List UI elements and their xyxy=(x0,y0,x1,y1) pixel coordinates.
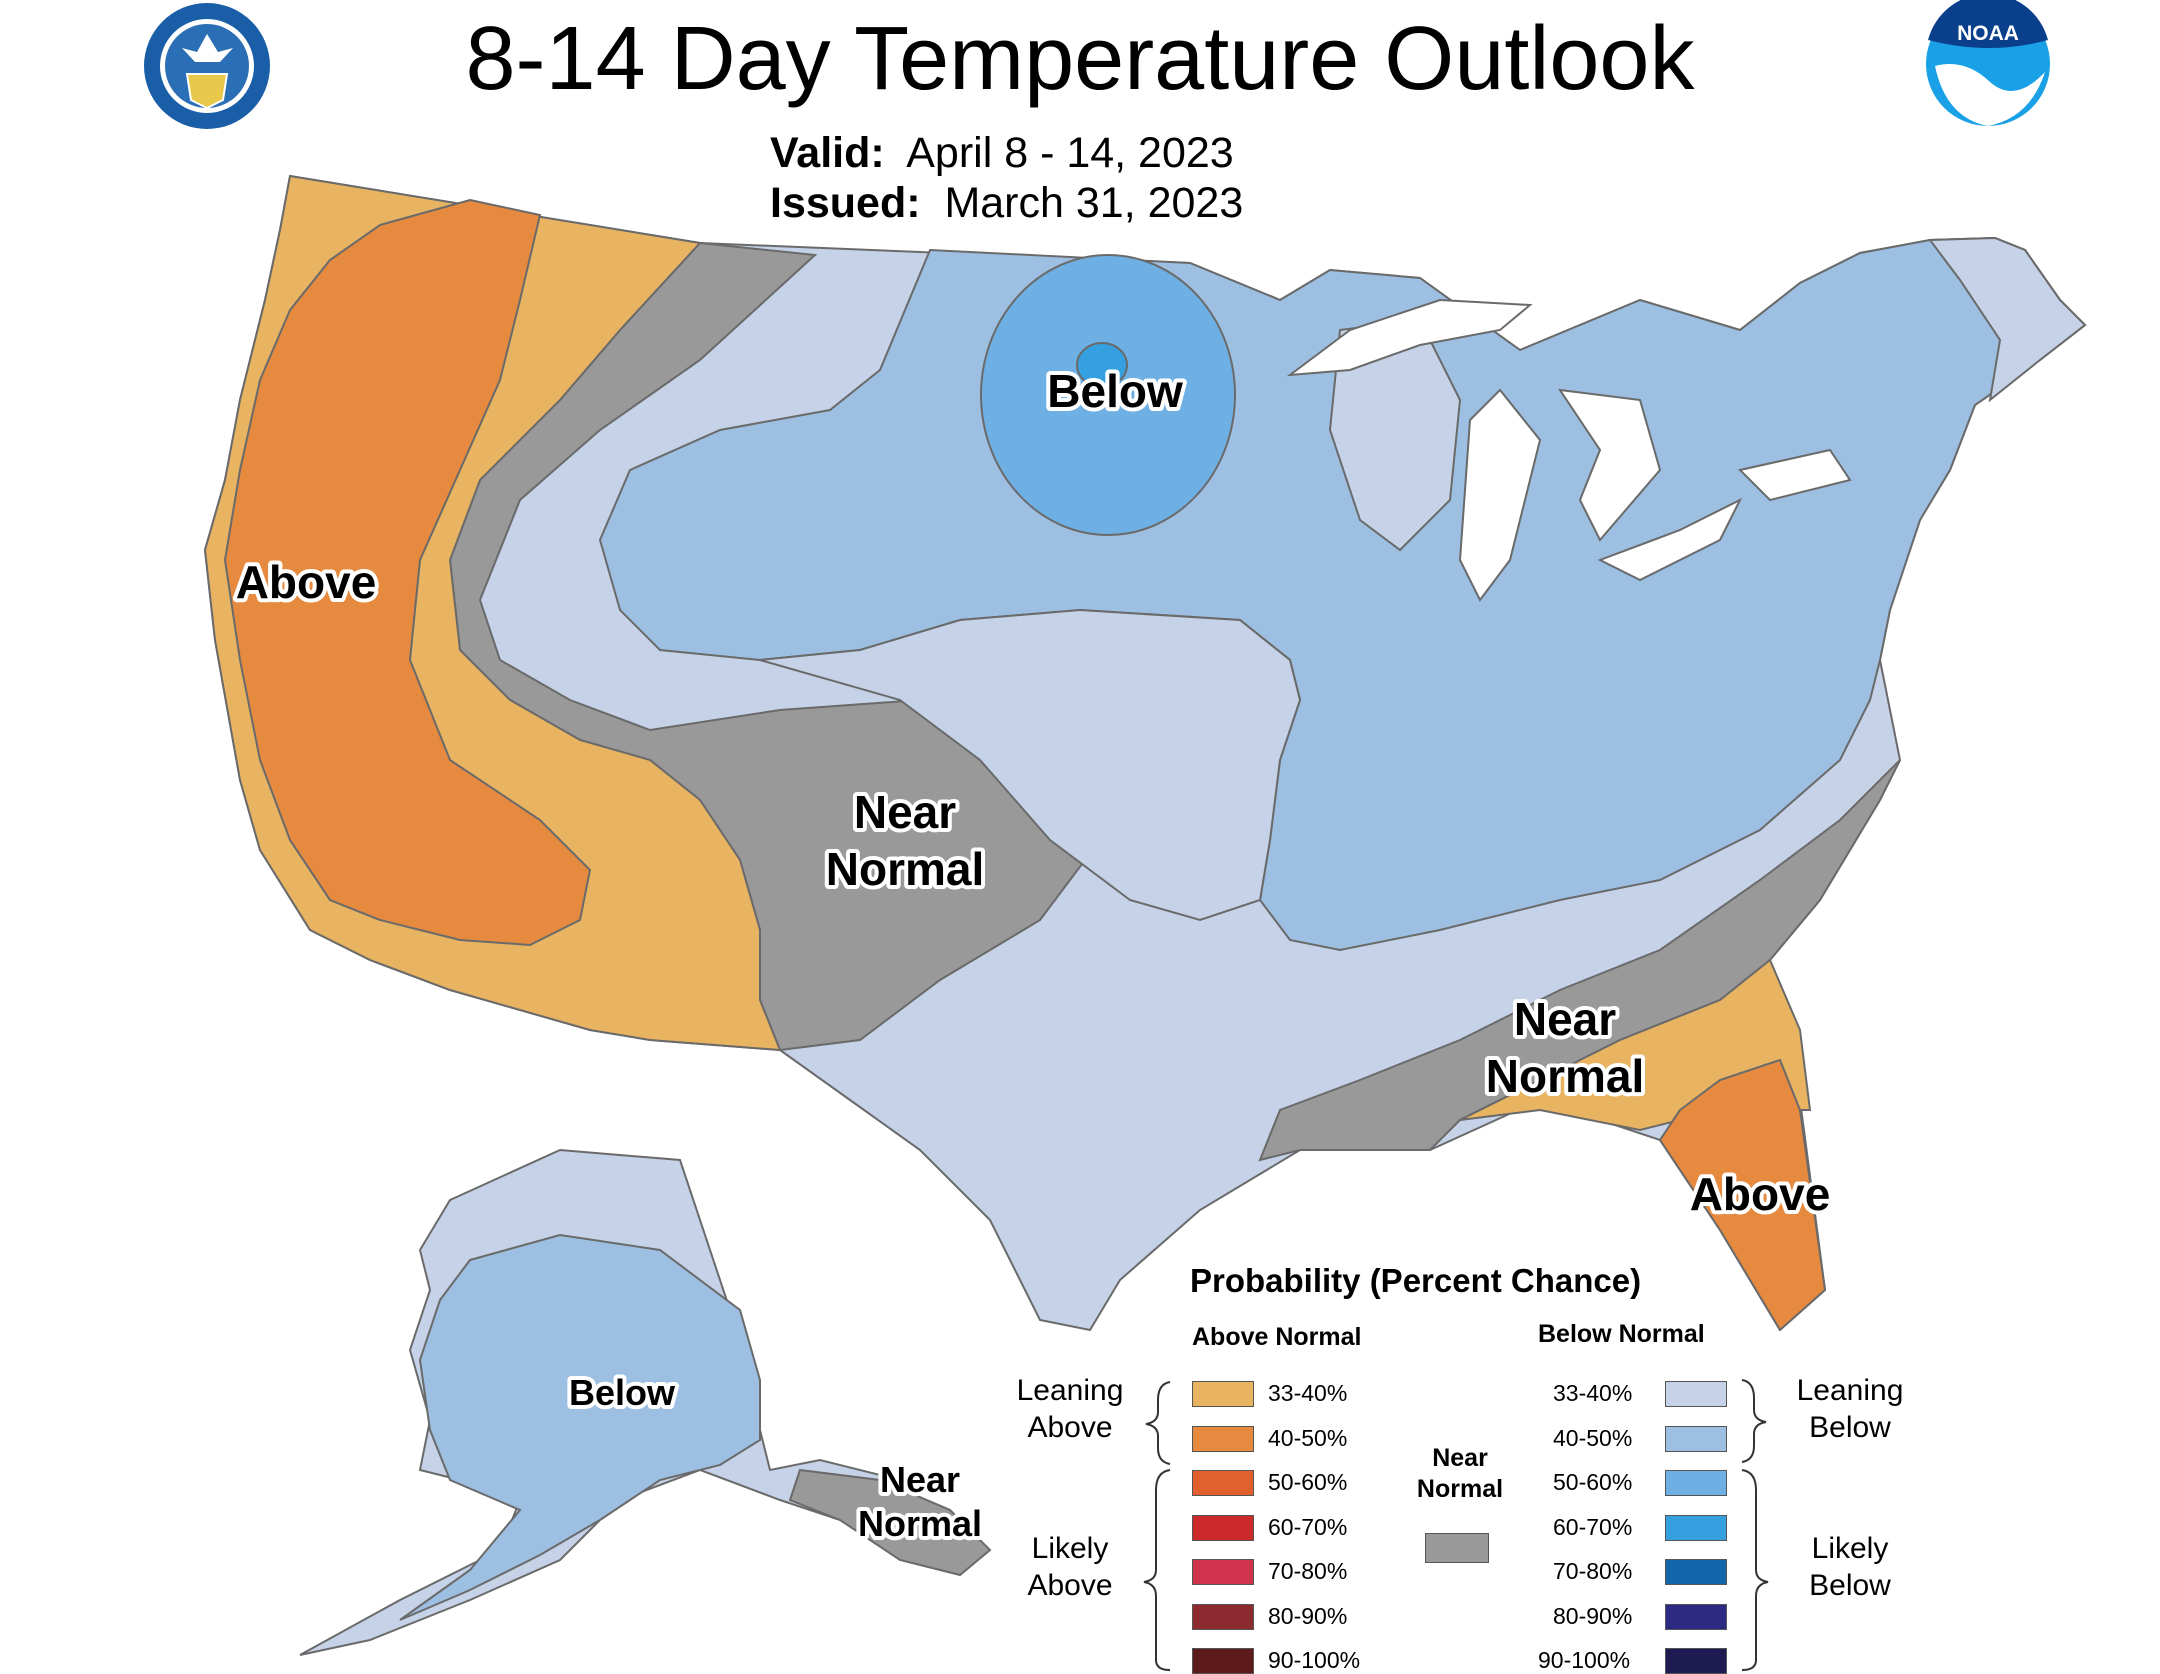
brace-leaning-below xyxy=(1741,1379,1767,1463)
alaska-below-40-50-region xyxy=(399,1233,761,1621)
maine-leaning-region xyxy=(1928,236,2087,403)
legend-leaning-below-1: Leaning xyxy=(1796,1374,1904,1407)
legend-below-range: 70-80% xyxy=(1553,1558,1633,1584)
north-below-40-50-region xyxy=(598,236,2087,952)
label-sw-near-2: Normal xyxy=(826,843,984,895)
legend-below-swatch xyxy=(1665,1648,1727,1674)
legend-likely-above: Likely Above xyxy=(1005,1530,1135,1604)
legend-likely-below: Likely Below xyxy=(1785,1530,1915,1604)
label-north-below: Below xyxy=(1047,365,1183,417)
legend-above-range: 60-70% xyxy=(1268,1513,1348,1540)
legend-above-range: 80-90% xyxy=(1268,1602,1348,1629)
legend-likely-above-2: Above xyxy=(1027,1569,1113,1602)
label-alaska-below: Below xyxy=(569,1372,676,1413)
label-florida-above: Above xyxy=(1690,1168,1831,1220)
legend-leaning-below: Leaning Below xyxy=(1785,1372,1915,1446)
legend-above-range: 33-40% xyxy=(1268,1380,1348,1406)
legend-above-swatch xyxy=(1192,1470,1254,1496)
valid-line: Valid: April 8 - 14, 2023 xyxy=(770,128,1234,178)
legend-below-range: 90-100% xyxy=(1538,1647,1631,1673)
label-alaska-near-1: Near xyxy=(880,1459,960,1500)
legend-leaning-above-2: Above xyxy=(1027,1411,1113,1444)
north-below-60-70-region xyxy=(1076,342,1128,388)
label-alaska-near-2: Normal xyxy=(858,1503,982,1544)
legend-near-label-1: Near xyxy=(1432,1444,1488,1472)
central-leaning-below-region xyxy=(759,608,1302,922)
legend-near-swatch xyxy=(1425,1533,1489,1563)
map-title: 8-14 Day Temperature Outlook xyxy=(465,9,1695,109)
legend-above-range: 70-80% xyxy=(1268,1558,1348,1584)
legend-likely-below-1: Likely xyxy=(1811,1532,1889,1565)
florida-above-40-50-region xyxy=(1658,1058,1827,1332)
noaa-logo-text: NOAA xyxy=(1957,22,2019,45)
legend-leaning-above-1: Leaning xyxy=(1016,1374,1124,1407)
legend-likely-below-2: Below xyxy=(1809,1569,1891,1602)
legend-title: Probability (Percent Chance) xyxy=(1190,1262,1642,1299)
great-lakes xyxy=(1286,298,1852,602)
alaska-near-normal-region xyxy=(788,1468,992,1577)
label-se-near-1: Near xyxy=(1514,993,1616,1045)
issued-label: Issued: xyxy=(770,179,921,227)
legend-leaning-above: Leaning Above xyxy=(1005,1372,1135,1446)
label-se-near-2: Normal xyxy=(1486,1050,1644,1102)
legend-above-range: 40-50% xyxy=(1268,1424,1348,1451)
brace-likely-above xyxy=(1143,1469,1171,1671)
legend-near-label: Near Normal xyxy=(1395,1443,1525,1505)
brace-leaning-above xyxy=(1145,1381,1171,1465)
legend-below-swatch xyxy=(1665,1514,1727,1541)
legend-below-swatch xyxy=(1665,1470,1727,1496)
legend-above-swatch xyxy=(1192,1603,1254,1630)
legend-below-range: 33-40% xyxy=(1553,1380,1633,1406)
west-above-40-50-region xyxy=(223,198,592,947)
legend-below-range: 50-60% xyxy=(1553,1469,1633,1495)
legend-below-range: 80-90% xyxy=(1553,1602,1633,1629)
label-west-above: Above xyxy=(236,556,377,608)
legend-above-range: 50-60% xyxy=(1268,1469,1348,1495)
legend-below-swatch xyxy=(1665,1603,1727,1630)
legend-leaning-below-2: Below xyxy=(1809,1411,1891,1444)
legend-near-label-2: Normal xyxy=(1416,1475,1504,1503)
legend-above-swatch xyxy=(1192,1559,1254,1585)
legend-below-swatch xyxy=(1665,1425,1727,1452)
noaa-logo-icon: NOAA xyxy=(1926,0,2050,126)
legend-above-swatch xyxy=(1192,1425,1254,1452)
legend-above-swatch xyxy=(1192,1381,1254,1407)
legend-below-swatch xyxy=(1665,1381,1727,1407)
legend-below-header: Below Normal xyxy=(1538,1320,1705,1348)
issued-line: Issued: March 31, 2023 xyxy=(770,178,1243,228)
legend-above-header: Above Normal xyxy=(1192,1323,1362,1351)
north-below-50-60-region xyxy=(980,254,1236,536)
label-sw-near-1: Near xyxy=(854,786,956,838)
valid-label: Valid: xyxy=(770,129,885,177)
valid-value: April 8 - 14, 2023 xyxy=(906,129,1234,177)
doc-seal-icon xyxy=(144,3,270,129)
legend-above-range: 90-100% xyxy=(1268,1647,1361,1673)
legend-below-swatch xyxy=(1665,1559,1727,1585)
legend-likely-above-1: Likely xyxy=(1031,1532,1109,1565)
legend-below-range: 60-70% xyxy=(1553,1513,1633,1540)
legend-above-swatch xyxy=(1192,1514,1254,1541)
issued-value: March 31, 2023 xyxy=(944,179,1244,227)
legend-below-range: 40-50% xyxy=(1553,1424,1633,1451)
brace-likely-below xyxy=(1741,1469,1769,1671)
